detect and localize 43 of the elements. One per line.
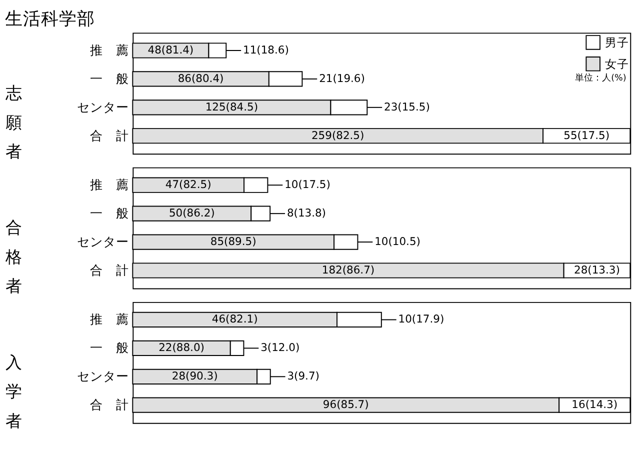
data-label: 8(13.8) — [286, 206, 326, 220]
y-axis-title: 入学者 — [6, 352, 23, 430]
data-label: 10(17.9) — [398, 312, 444, 326]
y-tick-label: 合 計 — [90, 128, 130, 143]
y-axis-title: 志願者 — [6, 84, 23, 162]
data-label: 259(82.5) — [311, 128, 364, 142]
data-label: 10(10.5) — [374, 234, 420, 248]
y-tick-label: 合 計 — [90, 262, 130, 278]
y-tick-label: 推 薦 — [90, 312, 130, 327]
y-tick-label: 一 般 — [90, 205, 130, 220]
y-tick-label: 推 薦 — [90, 42, 130, 58]
data-label: 50(86.2) — [168, 206, 215, 220]
data-label: 22(88.0) — [158, 341, 204, 354]
data-label: 21(19.6) — [319, 72, 365, 85]
data-label: 3(9.7) — [287, 370, 320, 383]
y-tick-label: センター — [77, 234, 130, 249]
annotation: 単位：人(%) — [575, 72, 626, 84]
data-label: 16(14.3) — [572, 398, 618, 412]
y-tick-label: 一 般 — [90, 70, 130, 86]
data-label: 3(12.0) — [260, 341, 300, 354]
data-label: 48(81.4) — [148, 43, 194, 56]
chart-title: 生活科学部 — [4, 8, 95, 30]
y-tick-label: 一 般 — [90, 340, 130, 356]
y-tick-label: 合 計 — [90, 397, 130, 412]
data-label: 28(13.3) — [574, 263, 620, 276]
data-label: 47(82.5) — [165, 178, 212, 192]
data-label: 10(17.5) — [284, 178, 330, 192]
y-tick-label: センター — [77, 99, 130, 114]
data-label: 46(82.1) — [212, 312, 258, 326]
data-label: 28(90.3) — [172, 370, 218, 383]
y-tick-label: 推 薦 — [90, 177, 130, 192]
data-label: 85(89.5) — [210, 234, 256, 248]
data-label: 182(86.7) — [322, 263, 375, 276]
y-tick-label: センター — [77, 368, 130, 384]
y-axis-title: 合格者 — [4, 218, 23, 296]
data-label: 11(18.6) — [243, 43, 289, 56]
legend-label: 男子 — [604, 35, 629, 50]
data-label: 125(84.5) — [205, 100, 258, 114]
data-label: 86(80.4) — [178, 72, 224, 85]
data-label: 55(17.5) — [564, 128, 610, 142]
legend-label: 女子 — [604, 56, 629, 71]
data-label: 23(15.5) — [384, 100, 430, 114]
data-label: 96(85.7) — [322, 398, 369, 412]
